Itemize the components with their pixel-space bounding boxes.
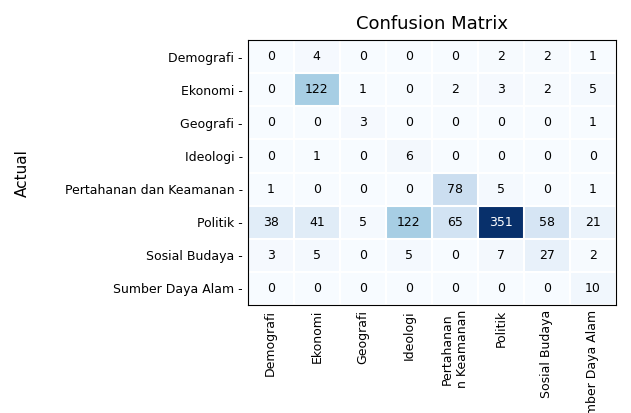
Text: 0: 0 xyxy=(405,282,413,295)
Text: 0: 0 xyxy=(451,116,459,129)
Text: 5: 5 xyxy=(497,183,505,196)
Text: 5: 5 xyxy=(589,83,597,96)
Text: 0: 0 xyxy=(267,150,274,163)
Text: 0: 0 xyxy=(405,83,413,96)
Text: 0: 0 xyxy=(589,150,597,163)
Text: 0: 0 xyxy=(359,249,367,262)
Text: 2: 2 xyxy=(589,249,597,262)
Text: 0: 0 xyxy=(267,116,274,129)
Text: 3: 3 xyxy=(359,116,367,129)
Text: 0: 0 xyxy=(451,282,459,295)
Text: 41: 41 xyxy=(309,216,324,229)
Text: 2: 2 xyxy=(543,83,551,96)
Text: 5: 5 xyxy=(405,249,413,262)
Text: 0: 0 xyxy=(497,282,505,295)
Text: 78: 78 xyxy=(447,183,463,196)
Text: 5: 5 xyxy=(359,216,367,229)
Text: 3: 3 xyxy=(497,83,505,96)
Text: 0: 0 xyxy=(267,83,274,96)
Title: Confusion Matrix: Confusion Matrix xyxy=(356,15,508,33)
Y-axis label: Actual: Actual xyxy=(15,149,30,197)
Text: 7: 7 xyxy=(497,249,505,262)
Text: 0: 0 xyxy=(497,150,505,163)
Text: 5: 5 xyxy=(313,249,321,262)
Text: 0: 0 xyxy=(313,183,321,196)
Text: 0: 0 xyxy=(359,50,367,63)
Text: 0: 0 xyxy=(451,150,459,163)
Text: 3: 3 xyxy=(267,249,274,262)
Text: 0: 0 xyxy=(405,116,413,129)
Text: 1: 1 xyxy=(359,83,367,96)
Text: 0: 0 xyxy=(451,50,459,63)
Text: 6: 6 xyxy=(405,150,413,163)
Text: 1: 1 xyxy=(589,116,597,129)
Text: 2: 2 xyxy=(543,50,551,63)
Text: 4: 4 xyxy=(313,50,321,63)
Text: 0: 0 xyxy=(313,116,321,129)
Text: 0: 0 xyxy=(543,282,551,295)
Text: 58: 58 xyxy=(539,216,555,229)
Text: 1: 1 xyxy=(313,150,321,163)
Text: 0: 0 xyxy=(405,50,413,63)
Text: 2: 2 xyxy=(451,83,459,96)
Text: 0: 0 xyxy=(405,183,413,196)
Text: 0: 0 xyxy=(267,50,274,63)
Text: 0: 0 xyxy=(543,183,551,196)
Text: 122: 122 xyxy=(305,83,329,96)
Text: 21: 21 xyxy=(585,216,601,229)
Text: 1: 1 xyxy=(589,183,597,196)
Text: 27: 27 xyxy=(539,249,555,262)
Text: 2: 2 xyxy=(497,50,505,63)
Text: 0: 0 xyxy=(497,116,505,129)
Text: 65: 65 xyxy=(447,216,463,229)
Text: 0: 0 xyxy=(543,116,551,129)
Text: 10: 10 xyxy=(585,282,601,295)
Text: 0: 0 xyxy=(451,249,459,262)
Text: 1: 1 xyxy=(267,183,274,196)
Text: 38: 38 xyxy=(262,216,279,229)
Text: 0: 0 xyxy=(267,282,274,295)
Text: 351: 351 xyxy=(489,216,513,229)
Text: 0: 0 xyxy=(313,282,321,295)
Text: 0: 0 xyxy=(543,150,551,163)
Text: 122: 122 xyxy=(397,216,421,229)
Text: 1: 1 xyxy=(589,50,597,63)
Text: 0: 0 xyxy=(359,183,367,196)
Text: 0: 0 xyxy=(359,282,367,295)
Text: 0: 0 xyxy=(359,150,367,163)
